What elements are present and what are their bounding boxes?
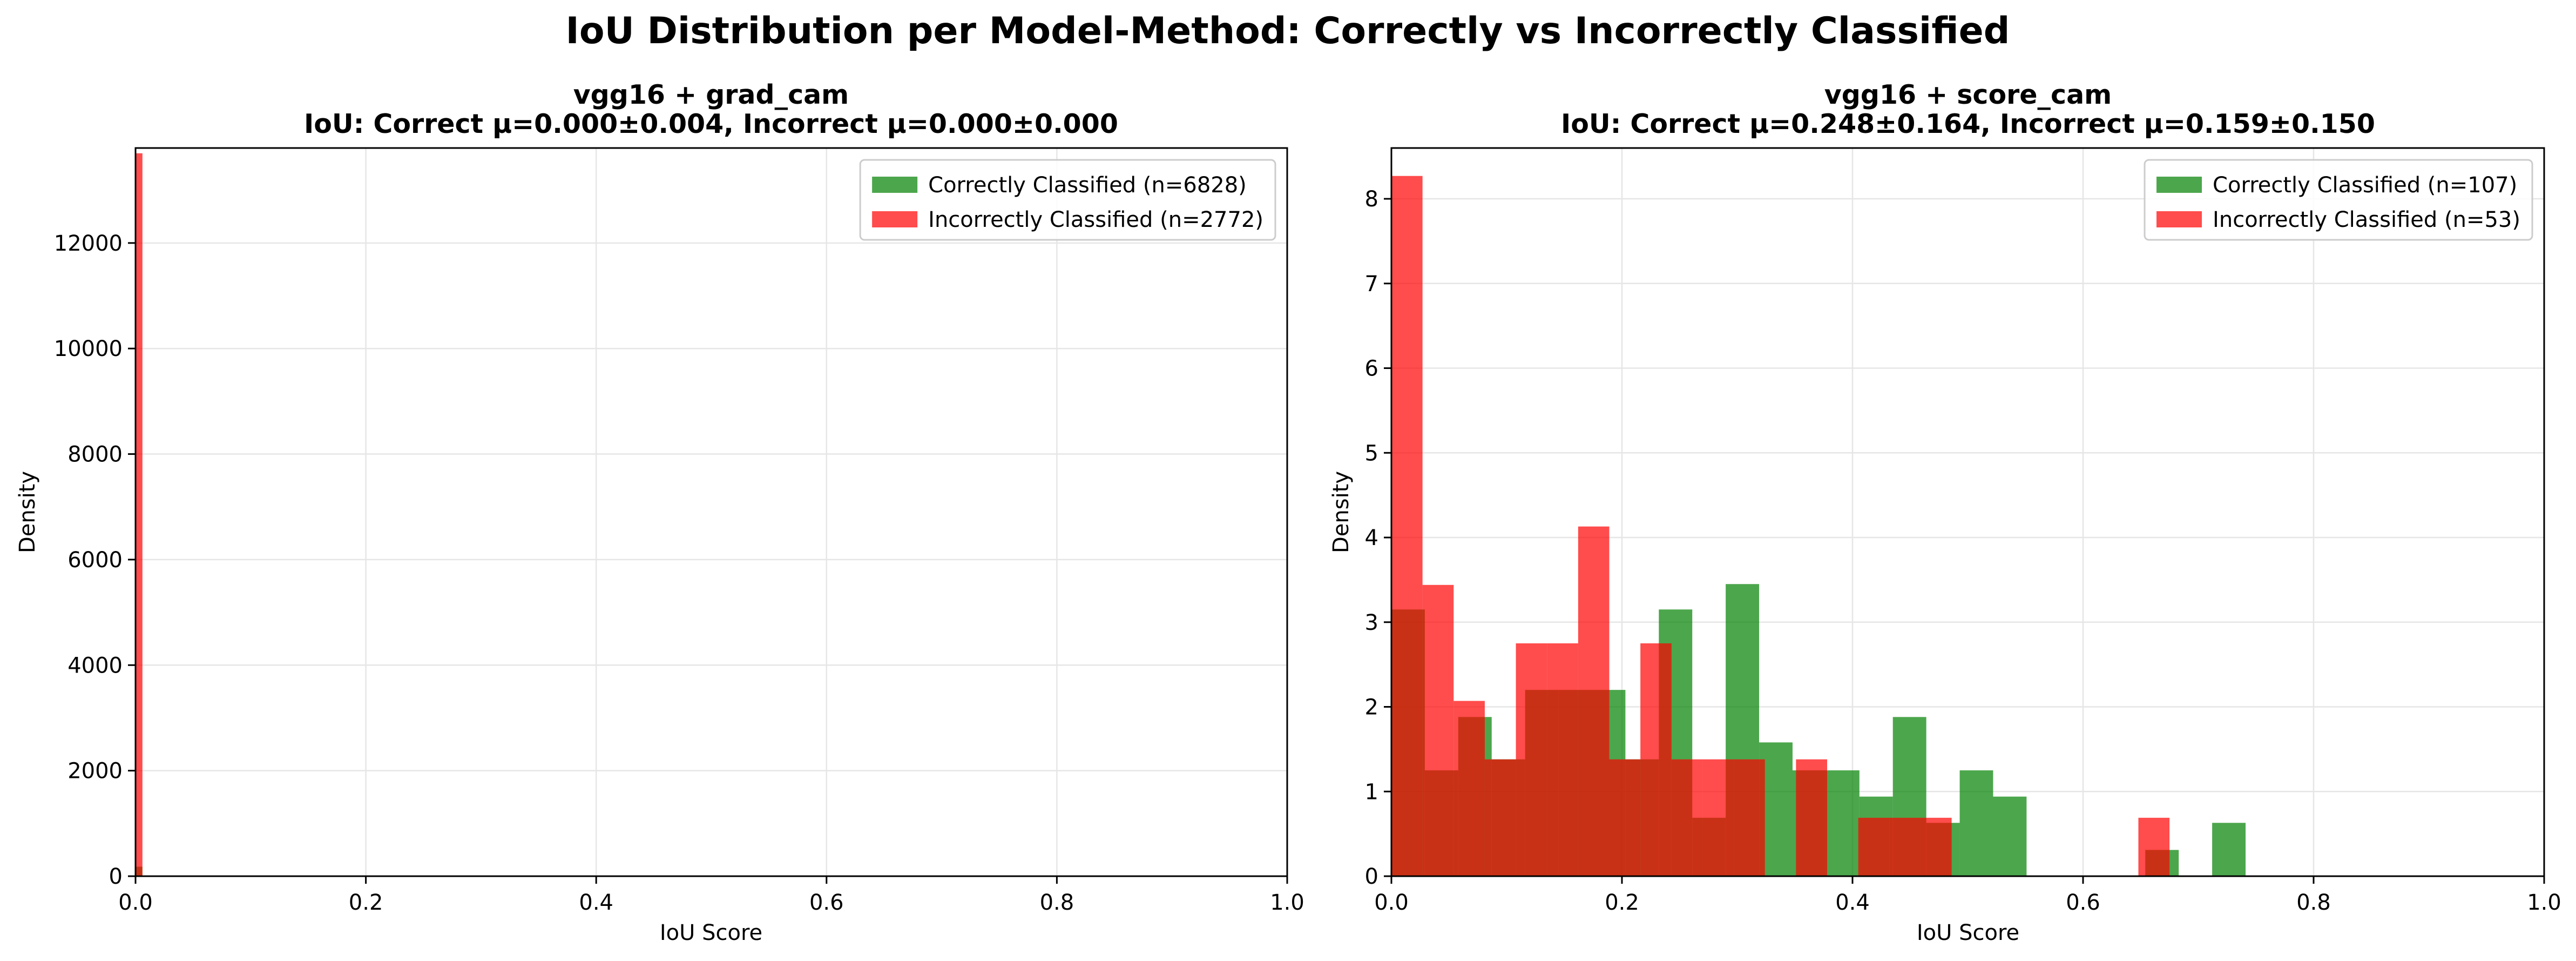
incorrect-histogram-bar [1609,759,1641,876]
y-tick-label: 3 [1365,610,1378,635]
legend-label: Incorrectly Classified (n=2772) [928,207,1263,232]
incorrect-histogram-bar [1578,526,1610,876]
incorrect-histogram-bar [1858,817,1890,876]
y-tick-label: 2 [1365,695,1378,720]
x-tick-label: 1.0 [1270,890,1304,915]
y-tick-label: 8000 [67,442,123,467]
x-tick-label: 0.4 [1835,890,1870,915]
incorrect-histogram-bar [1453,701,1485,876]
y-tick-label: 12000 [54,231,123,256]
x-tick-label: 0.0 [1374,890,1409,915]
legend: Correctly Classified (n=6828) Incorrectly… [859,159,1276,241]
grid-lines [134,148,1288,877]
panel-grad-cam: vgg16 + grad_cam IoU: Correct μ=0.000±0.… [15,79,1304,945]
incorrect-histogram-bar [1671,759,1703,876]
incorrect-histogram-bar [2138,817,2170,876]
incorrect-histogram-bar [1796,759,1828,876]
incorrect-histogram-bar [1920,817,1952,876]
legend: Correctly Classified (n=107) Incorrectly … [2144,159,2533,241]
x-axis-label: IoU Score [1917,920,2019,945]
legend-box [859,159,1276,241]
correct-legend-swatch [2156,177,2202,193]
y-tick-label: 0 [109,864,123,889]
x-tick-label: 1.0 [2527,890,2561,915]
x-axis-label: IoU Score [660,920,762,945]
panel-title-line2: IoU: Correct μ=0.248±0.164, Incorrect μ=… [1561,109,2375,139]
x-tick-label: 0.6 [2066,890,2100,915]
incorrect-histogram-bar [1734,759,1765,876]
legend-label: Incorrectly Classified (n=53) [2213,207,2520,232]
x-tick-label: 0.2 [349,890,383,915]
correct-histogram-bar [2212,823,2246,876]
y-tick-label: 4 [1365,526,1378,550]
y-tick-label: 2000 [67,759,123,784]
correct-legend-swatch [872,177,918,193]
x-tick-label: 0.4 [579,890,613,915]
x-tick-label: 0.8 [1040,890,1074,915]
panel-score-cam: vgg16 + score_cam IoU: Correct μ=0.248±0… [1329,79,2561,945]
incorrect-histogram-bar [1640,643,1672,876]
legend-box [2144,159,2533,241]
y-axis-label: Density [1329,471,1354,553]
figure-title: IoU Distribution per Model-Method: Corre… [566,10,2010,52]
incorrect-histogram-bar [1547,643,1578,876]
panel-title-line1: vgg16 + grad_cam [573,79,849,110]
incorrect-histogram-bar [1702,759,1734,876]
x-tick-label: 0.8 [2296,890,2331,915]
histogram-bars [1391,176,2246,876]
y-tick-label: 10000 [54,337,123,361]
y-tick-label: 7 [1365,272,1378,297]
x-tick-label: 0.0 [118,890,153,915]
incorrect-histogram-bar [1422,584,1454,876]
panel-title-line1: vgg16 + score_cam [1824,79,2112,110]
y-tick-label: 8 [1365,187,1378,212]
histogram-bars [136,153,143,876]
incorrect-histogram-bar [1391,176,1423,876]
x-tick-label: 0.6 [809,890,844,915]
plot-frame [134,147,1288,877]
incorrect-legend-swatch [2156,211,2202,227]
incorrect-histogram-bar [136,153,143,876]
legend-label: Correctly Classified (n=107) [2213,173,2517,198]
incorrect-legend-swatch [872,211,918,227]
correct-histogram-bar [1825,770,1860,876]
panel-title-line2: IoU: Correct μ=0.000±0.004, Incorrect μ=… [304,109,1118,139]
legend-label: Correctly Classified (n=6828) [928,173,1247,198]
plot-frame [1390,147,2545,877]
incorrect-histogram-bar [1889,817,1921,876]
axis-ticks: 0.0 0.2 0.4 0.6 0.8 1.0 0 2000 4000 6000 8000 10000… [54,231,1304,915]
incorrect-histogram-bar [1516,643,1547,876]
x-tick-label: 0.2 [1605,890,1639,915]
y-tick-label: 4000 [67,653,123,678]
correct-histogram-bar [1993,796,2027,876]
incorrect-histogram-bar [1484,759,1516,876]
y-tick-label: 0 [1365,864,1378,889]
y-tick-label: 6 [1365,357,1378,381]
y-tick-label: 5 [1365,441,1378,466]
y-tick-label: 6000 [67,548,123,573]
axis-ticks: 0.0 0.2 0.4 0.6 0.8 1.0 0 1 2 3 4 5 6 7 8 [1365,187,2561,915]
correct-histogram-bar [1959,770,1993,876]
y-tick-label: 1 [1365,779,1378,804]
y-axis-label: Density [15,471,40,553]
